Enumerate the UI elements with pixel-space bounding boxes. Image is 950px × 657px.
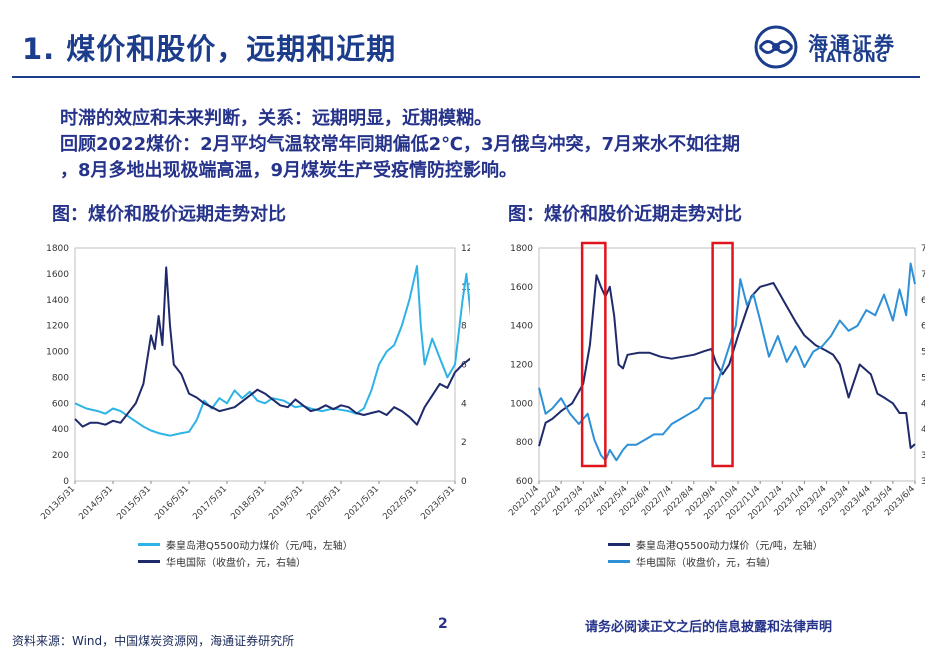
y-left-tick-label: 800 bbox=[52, 373, 69, 383]
y-right-tick-label: 4.5 bbox=[921, 399, 925, 409]
long-term-chart: 0 200 400 600 800 1000 1200 1400 1600 1800 0 2 4 6 8 10… bbox=[39, 244, 470, 522]
body-line-2: 回顾2022煤价：2月平均气温较常年同期偏低2℃，3月俄乌冲突，7月来水不如往期 bbox=[60, 134, 740, 155]
y-right-tick-label: 6 bbox=[461, 361, 467, 371]
y-left-tick-label: 1400 bbox=[510, 322, 533, 332]
header-rule bbox=[12, 76, 920, 78]
haitong-logo: 海通证券 HAITONG bbox=[748, 24, 918, 70]
legend-swatch bbox=[138, 560, 160, 563]
disclaimer-link[interactable]: 请务必阅读正文之后的信息披露和法律声明 bbox=[585, 620, 833, 635]
y-right-tick-label: 6.5 bbox=[921, 296, 925, 306]
y-left-tick-label: 1000 bbox=[46, 348, 69, 358]
short-term-chart: 600 800 1000 1200 1400 1600 1800 3 3.5 4 4.5 5 5.5 6 6… bbox=[507, 241, 925, 522]
logo-english-text: HAITONG bbox=[814, 51, 889, 66]
y-right-tick-label: 4 bbox=[461, 399, 467, 409]
legend-item: 秦皇岛港Q5500动力煤价（元/吨，左轴） bbox=[608, 536, 823, 553]
y-right-tick-label: 3.5 bbox=[921, 451, 925, 461]
body-line-3: ，8月多地出现极端高温，9月煤炭生产受疫情防控影响。 bbox=[60, 160, 518, 181]
y-left-tick-label: 600 bbox=[52, 399, 69, 409]
x-tick-label: 2018/5/31 bbox=[229, 484, 267, 522]
legend-swatch bbox=[138, 543, 160, 546]
highlight-box-0 bbox=[580, 241, 607, 468]
y-left-tick-label: 200 bbox=[52, 451, 69, 461]
highlight-box-1 bbox=[711, 241, 734, 468]
haitong-emblem-icon bbox=[754, 25, 798, 69]
y-left-tick-label: 0 bbox=[63, 477, 69, 487]
x-tick-label: 2016/5/31 bbox=[153, 484, 191, 522]
y-left-tick-label: 1800 bbox=[510, 244, 533, 254]
body-line-1: 时滞的效应和未来判断，关系：远期明显，近期模糊。 bbox=[60, 108, 492, 129]
x-tick-label: 2017/5/31 bbox=[191, 484, 229, 522]
y-right-tick-label: 5 bbox=[921, 373, 925, 383]
right-figure-title: 图：煤价和股价近期走势对比 bbox=[508, 204, 742, 225]
x-tick-label: 2019/5/31 bbox=[267, 484, 305, 522]
y-left-tick-label: 1600 bbox=[510, 283, 533, 293]
series-line-1 bbox=[74, 266, 470, 428]
source-note: 资料来源：Wind，中国煤炭资源网，海通证券研究所 bbox=[12, 634, 295, 648]
series-line-0 bbox=[74, 265, 470, 437]
legend-item: 秦皇岛港Q5500动力煤价（元/吨，左轴） bbox=[138, 536, 353, 553]
y-right-tick-label: 7.5 bbox=[921, 244, 925, 254]
y-left-tick-label: 1200 bbox=[46, 322, 69, 332]
legend-swatch bbox=[608, 543, 630, 546]
legend-label: 秦皇岛港Q5500动力煤价（元/吨，左轴） bbox=[166, 541, 353, 552]
y-right-tick-label: 12 bbox=[461, 244, 470, 254]
y-left-tick-label: 400 bbox=[52, 425, 69, 435]
legend-swatch bbox=[608, 560, 630, 563]
left-figure-title: 图：煤价和股价远期走势对比 bbox=[52, 204, 286, 225]
right-legend: 秦皇岛港Q5500动力煤价（元/吨，左轴） 华电国际（收盘价，元，右轴） bbox=[608, 536, 823, 570]
page-number: 2 bbox=[438, 616, 448, 632]
y-left-tick-label: 1000 bbox=[510, 399, 533, 409]
legend-label: 华电国际（收盘价，元，右轴） bbox=[636, 558, 776, 569]
plot-area bbox=[538, 247, 916, 482]
y-left-tick-label: 1600 bbox=[46, 270, 69, 280]
x-tick-label: 2014/5/31 bbox=[77, 484, 115, 522]
y-right-tick-label: 7 bbox=[921, 270, 925, 280]
x-tick-label: 2023/5/31 bbox=[419, 484, 457, 522]
y-left-tick-label: 600 bbox=[516, 477, 533, 487]
x-tick-label: 2020/5/31 bbox=[305, 484, 343, 522]
logo-chinese-text: 海通证券 bbox=[808, 32, 896, 56]
y-right-tick-label: 10 bbox=[461, 283, 470, 293]
legend-item: 华电国际（收盘价，元，右轴） bbox=[138, 553, 353, 570]
y-left-tick-label: 800 bbox=[516, 438, 533, 448]
page-title: 1. 煤价和股价，远期和近期 bbox=[22, 32, 397, 66]
series-line-0 bbox=[538, 274, 916, 449]
y-right-tick-label: 3 bbox=[921, 477, 925, 487]
series-line-1 bbox=[538, 262, 916, 462]
x-tick-label: 2021/5/31 bbox=[343, 484, 381, 522]
x-tick-label: 2013/5/31 bbox=[39, 484, 77, 522]
y-left-tick-label: 1200 bbox=[510, 361, 533, 371]
y-right-tick-label: 8 bbox=[461, 322, 467, 332]
y-right-tick-label: 4 bbox=[921, 425, 925, 435]
x-tick-label: 2022/5/31 bbox=[381, 484, 419, 522]
y-left-tick-label: 1400 bbox=[46, 296, 69, 306]
y-right-tick-label: 5.5 bbox=[921, 348, 925, 358]
plot-area bbox=[74, 247, 456, 482]
legend-label: 华电国际（收盘价，元，右轴） bbox=[166, 558, 306, 569]
left-legend: 秦皇岛港Q5500动力煤价（元/吨，左轴） 华电国际（收盘价，元，右轴） bbox=[138, 536, 353, 570]
y-left-tick-label: 1800 bbox=[46, 244, 69, 254]
x-tick-label: 2015/5/31 bbox=[115, 484, 153, 522]
y-right-tick-label: 0 bbox=[461, 477, 467, 487]
legend-label: 秦皇岛港Q5500动力煤价（元/吨，左轴） bbox=[636, 541, 823, 552]
y-right-tick-label: 2 bbox=[461, 438, 467, 448]
legend-item: 华电国际（收盘价，元，右轴） bbox=[608, 553, 823, 570]
y-right-tick-label: 6 bbox=[921, 322, 925, 332]
